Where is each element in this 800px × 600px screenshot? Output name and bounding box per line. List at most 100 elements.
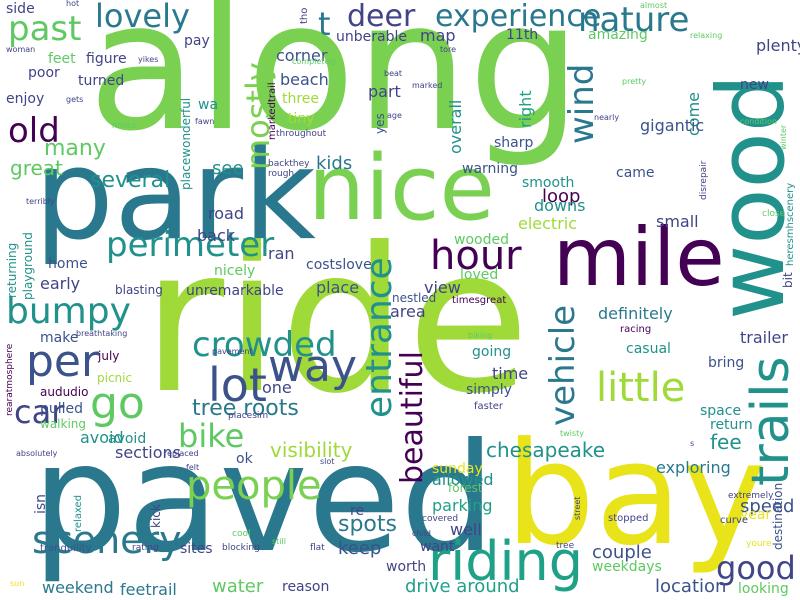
word-beach: beach bbox=[280, 70, 329, 89]
word-faster: faster bbox=[474, 401, 504, 412]
word-casual: casual bbox=[626, 341, 671, 357]
word-t: t bbox=[318, 5, 331, 43]
word-hour: hour bbox=[430, 233, 522, 279]
word-turned: turned bbox=[78, 73, 125, 89]
word-tho: tho bbox=[299, 7, 310, 24]
word-street: street bbox=[573, 496, 582, 520]
word-relaxing: relaxing bbox=[690, 31, 723, 40]
word-wooded: wooded bbox=[454, 232, 509, 248]
word-nature: nature bbox=[578, 0, 690, 40]
word-people: people bbox=[186, 463, 322, 509]
word-plenty: plenty bbox=[756, 36, 800, 55]
word-amazing: amazing bbox=[588, 27, 648, 43]
word-tore: tore bbox=[440, 45, 457, 54]
word-rating: rating bbox=[132, 543, 159, 553]
word-picnic: picnic bbox=[97, 371, 133, 385]
word-way: way bbox=[268, 341, 357, 392]
word-almost: almost bbox=[640, 1, 668, 10]
word-spots: spots bbox=[338, 512, 397, 537]
word-location: location bbox=[655, 576, 727, 597]
word-youre: youre bbox=[746, 539, 772, 549]
word-stopped: stopped bbox=[608, 513, 649, 524]
word-past: past bbox=[8, 9, 82, 49]
word-sunday: sunday bbox=[432, 461, 483, 477]
word-child: child bbox=[412, 529, 431, 538]
word-visibility: visibility bbox=[270, 438, 353, 462]
word-twisty: twisty bbox=[560, 429, 584, 438]
word-allowed: allowed bbox=[432, 470, 494, 489]
word-great: great bbox=[10, 156, 63, 180]
word-re: re bbox=[350, 503, 365, 519]
word-avoid: avoid bbox=[80, 428, 124, 447]
word-breathtaking: breathtaking bbox=[76, 329, 128, 338]
word-car: car bbox=[14, 393, 65, 431]
word-perimeter: perimeter bbox=[106, 225, 275, 265]
word-simply: simply bbox=[466, 382, 512, 398]
word-park: park bbox=[34, 121, 316, 268]
word-still: still bbox=[272, 537, 286, 546]
word-fee: fee bbox=[710, 430, 742, 454]
word-figure: figure bbox=[86, 51, 127, 67]
word-deer: deer bbox=[347, 0, 416, 34]
word-paved: paved bbox=[32, 412, 496, 586]
word-several: several bbox=[90, 168, 171, 193]
word-placesim: placesim bbox=[228, 411, 269, 421]
word-overall: overall bbox=[446, 99, 465, 154]
word-home: home bbox=[48, 256, 88, 272]
word-pavement: pavement bbox=[212, 347, 253, 356]
word-playground: playground bbox=[21, 232, 35, 300]
word-unremarkable: unremarkable bbox=[186, 283, 284, 299]
word-replaced: replaced bbox=[164, 449, 199, 458]
word-blasting: blasting bbox=[115, 283, 163, 297]
word-wind: wind bbox=[562, 63, 602, 144]
word-terribly: terribly bbox=[26, 197, 55, 206]
word-vehicle: vehicle bbox=[543, 304, 583, 426]
word-couple: couple bbox=[592, 542, 652, 563]
word-woman: woman bbox=[6, 45, 36, 54]
word-chesapeake: chesapeake bbox=[486, 438, 606, 462]
word-weekend: weekend bbox=[42, 578, 114, 597]
word-avoid-2: avoid bbox=[108, 431, 147, 447]
word-parking: parking bbox=[432, 496, 493, 515]
word-map: map bbox=[420, 26, 456, 45]
word-close: close bbox=[762, 209, 786, 219]
word-trails: trails bbox=[741, 356, 800, 486]
word-scenery: scenery bbox=[32, 518, 182, 562]
word-year: year bbox=[740, 507, 772, 523]
word-well: well bbox=[450, 520, 482, 539]
word-three: three bbox=[282, 91, 320, 107]
word-return: return bbox=[710, 417, 753, 433]
word-many: many bbox=[44, 136, 106, 161]
word-marked: marked bbox=[412, 81, 443, 90]
word-make: make bbox=[40, 330, 79, 346]
word-pretty: pretty bbox=[622, 77, 647, 86]
word-loved: loved bbox=[460, 267, 499, 283]
word-nestled: nestled bbox=[392, 291, 437, 305]
word-experience: experience bbox=[435, 0, 602, 34]
word-little: little bbox=[596, 365, 686, 411]
word-reason: reason bbox=[282, 579, 330, 595]
word-trailer: trailer bbox=[740, 328, 788, 347]
word-disrepair: disrepair bbox=[699, 160, 709, 200]
word-pulled: pulled bbox=[40, 401, 84, 417]
word-feetrail: feetrail bbox=[120, 580, 177, 599]
word-notice: notice bbox=[112, 121, 137, 130]
word-s: s bbox=[690, 439, 695, 448]
word-per: per bbox=[26, 336, 100, 387]
word-aududio: aududio bbox=[40, 385, 89, 399]
word-11th: 11th bbox=[506, 27, 539, 43]
word-sharp: sharp bbox=[494, 135, 534, 151]
word-keep: keep bbox=[338, 538, 382, 559]
word-beat: beat bbox=[384, 69, 403, 78]
word-early: early bbox=[40, 274, 81, 293]
word-bay: bay bbox=[505, 412, 767, 577]
word-small: small bbox=[656, 212, 699, 231]
word-riding: riding bbox=[428, 530, 583, 593]
word-walking: walking bbox=[40, 417, 87, 431]
word-curve: curve bbox=[720, 515, 749, 526]
word-wa: wa bbox=[198, 97, 219, 113]
word-pay: pay bbox=[184, 33, 210, 49]
word-isn: isn bbox=[33, 493, 49, 514]
word-throughout: throughout bbox=[276, 129, 327, 139]
word-bit: bit bbox=[781, 272, 795, 288]
